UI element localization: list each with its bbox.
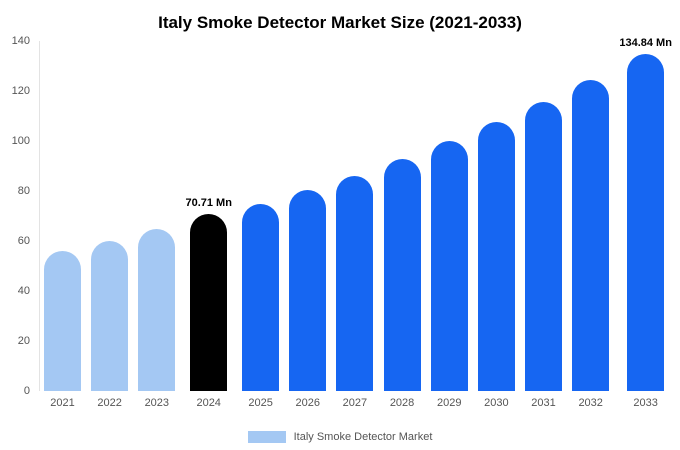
bars-container: 2021 2022 2023 70.71 Mn 2024 2025 2026 2027 2028… — [42, 37, 674, 417]
x-tick-2024: 2024 — [196, 397, 221, 409]
bar-slot-2030: 2030 — [477, 122, 515, 416]
bar-2030 — [477, 122, 515, 391]
bar-2027 — [336, 176, 374, 391]
bar-2023 — [138, 228, 176, 391]
bar-2031 — [525, 102, 563, 391]
bar-slot-2025: 2025 — [242, 203, 280, 417]
x-tick-2033: 2033 — [633, 397, 658, 409]
bar-2022 — [91, 241, 129, 391]
x-tick-2021: 2021 — [50, 397, 75, 409]
y-tick-80: 80 — [17, 185, 30, 197]
bar-2026 — [289, 189, 327, 391]
bar-2028 — [383, 158, 421, 391]
value-label-2024: 70.71 Mn — [185, 197, 232, 210]
bar-slot-2026: 2026 — [289, 189, 327, 416]
y-axis-line — [39, 41, 40, 391]
y-tick-0: 0 — [23, 385, 30, 397]
bar-slot-2021: 2021 — [44, 251, 81, 416]
x-tick-2030: 2030 — [484, 397, 509, 409]
bar-slot-2029: 2029 — [430, 141, 468, 416]
x-tick-2026: 2026 — [295, 397, 320, 409]
y-tick-120: 120 — [11, 85, 30, 97]
y-tick-60: 60 — [17, 235, 30, 247]
x-tick-2029: 2029 — [436, 397, 462, 409]
legend: Italy Smoke Detector Market — [0, 431, 680, 443]
bar-slot-2023: 2023 — [138, 228, 176, 417]
chart-title: Italy Smoke Detector Market Size (2021-2… — [158, 13, 522, 32]
bar-2021 — [44, 251, 81, 391]
bar-2025 — [242, 203, 280, 391]
x-tick-2022: 2022 — [97, 397, 122, 409]
legend-label: Italy Smoke Detector Market — [293, 431, 433, 443]
x-tick-2027: 2027 — [342, 397, 368, 409]
bar-2032 — [572, 79, 610, 391]
bar-2029 — [430, 141, 468, 391]
y-tick-140: 140 — [11, 35, 30, 47]
bar-2024 — [190, 214, 228, 391]
bar-slot-2031: 2031 — [525, 102, 563, 416]
bar-slot-2028: 2028 — [383, 158, 421, 417]
bar-2033 — [627, 53, 665, 391]
bar-slot-2032: 2032 — [572, 79, 610, 416]
bar-slot-2024: 70.71 Mn 2024 — [185, 197, 231, 416]
legend-swatch — [247, 431, 286, 443]
bar-slot-2033: 134.84 Mn 2033 — [619, 37, 672, 416]
value-label-2033: 134.84 Mn — [619, 36, 672, 49]
y-tick-40: 40 — [17, 285, 30, 297]
y-axis: 0 20 40 60 80 100 120 140 — [2, 35, 36, 397]
x-tick-2032: 2032 — [578, 397, 603, 409]
bar-slot-2027: 2027 — [336, 176, 374, 416]
x-tick-2031: 2031 — [531, 397, 556, 409]
x-tick-2028: 2028 — [389, 397, 415, 409]
chart-area: 0 20 40 60 80 100 120 140 2021 2022 2023 70.71 Mn 2… — [12, 35, 674, 417]
x-tick-2023: 2023 — [144, 397, 170, 409]
bar-slot-2022: 2022 — [91, 241, 129, 416]
y-tick-20: 20 — [17, 335, 30, 347]
x-tick-2025: 2025 — [248, 397, 273, 409]
y-tick-100: 100 — [11, 135, 30, 147]
